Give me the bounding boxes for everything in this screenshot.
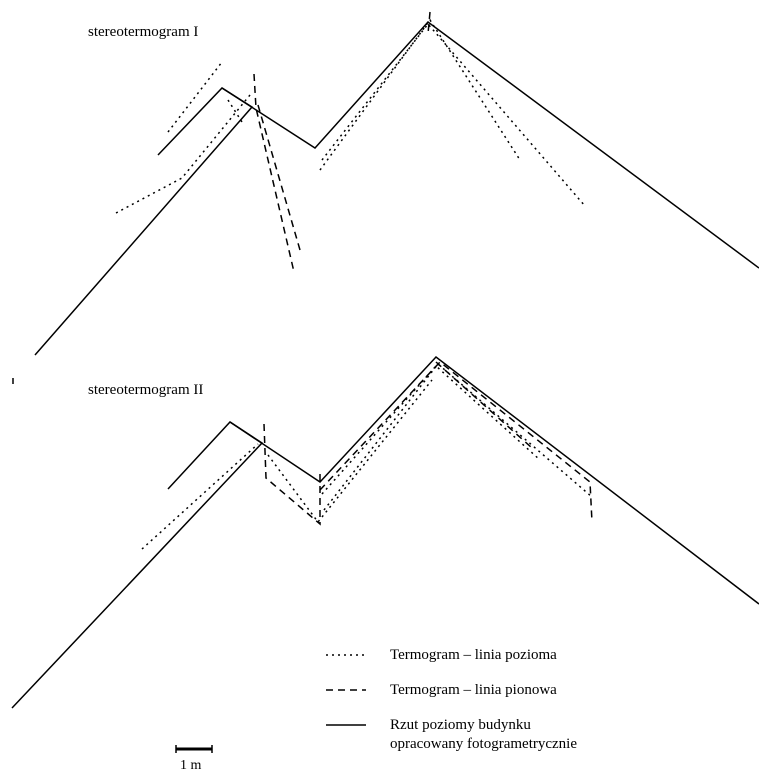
panel-2-building-outline-right (229, 355, 759, 605)
panel-2-title: stereotermogram II (88, 382, 203, 398)
scale-bar: 1 m (175, 745, 213, 773)
panel-stereotermogram-2: stereotermogram II (11, 355, 759, 709)
panel-1-horizontal-line-e (321, 22, 586, 207)
panel-2-vertical-line-c (435, 361, 533, 449)
panel-1-vertical-line-a (253, 73, 295, 273)
panel-2-vertical-line-b (319, 360, 593, 523)
panel-1-horizontal-line-d (319, 18, 521, 171)
legend-outline-label-line2: opracowany fotogrametrycznie (390, 736, 577, 752)
panel-2-horizontal-line-d (321, 364, 541, 495)
panel-1-building-outline (34, 87, 254, 356)
legend: Termogram – linia pozioma Termogram – li… (326, 647, 577, 752)
panel-1-vertical-line-b (257, 104, 301, 251)
legend-horizontal-label: Termogram – linia pozioma (390, 647, 557, 663)
panel-1-vertical-line-c (427, 11, 431, 35)
legend-vertical-label: Termogram – linia pionowa (390, 682, 557, 698)
panel-2-vertical-line-a (263, 423, 321, 526)
legend-outline-label-line1: Rzut poziomy budynku (390, 717, 531, 733)
panel-1-horizontal-line-a (167, 61, 223, 133)
scale-bar-label: 1 m (180, 758, 202, 773)
panel-1-building-outline-right (221, 20, 759, 269)
panel-2-horizontal-line-c (323, 362, 593, 511)
panel-2-horizontal-line-a (141, 443, 259, 550)
panel-2-building-outline (11, 421, 264, 709)
panel-1-title: stereotermogram I (88, 24, 198, 40)
panel-1-horizontal-line-c (227, 99, 243, 123)
panel-2-horizontal-line-b (267, 379, 433, 524)
panel-stereotermogram-1: stereotermogram I (34, 11, 759, 356)
panel-1-horizontal-line-b (115, 94, 251, 214)
